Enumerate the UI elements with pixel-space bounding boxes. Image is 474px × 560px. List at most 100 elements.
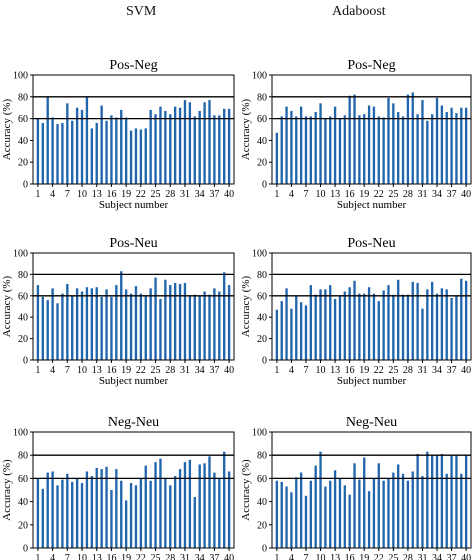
x-tick-label: 19 [121, 553, 131, 560]
bar-subject-11 [85, 96, 89, 184]
bar-subject-23 [382, 117, 385, 184]
bar-subject-15 [343, 291, 346, 360]
bar-subject-18 [120, 109, 123, 184]
bar-subject-3 [285, 288, 288, 360]
bar-subject-40 [227, 471, 231, 548]
bar-subject-20 [367, 491, 371, 548]
x-tick-label: 28 [403, 365, 413, 376]
x-tick-label: 34 [195, 553, 205, 560]
bar-subject-25 [154, 277, 157, 360]
x-tick-label: 37 [209, 365, 219, 376]
bar-subject-36 [445, 112, 448, 184]
x-tick-label: 13 [92, 553, 102, 560]
bar-subject-17 [115, 469, 118, 548]
bar-subject-20 [129, 483, 133, 548]
bar-subject-25 [392, 472, 395, 548]
y-tick-label: 40 [257, 497, 267, 508]
bar-subject-19 [124, 117, 128, 184]
bar-subject-29 [173, 106, 177, 184]
bar-subject-10 [319, 289, 322, 360]
x-tick-label: 40 [461, 553, 471, 560]
x-tick-label: 7 [303, 553, 308, 560]
bar-subject-9 [75, 478, 79, 548]
bar-subject-13 [95, 467, 98, 548]
x-tick-label: 1 [274, 189, 279, 200]
bar-subject-26 [159, 299, 162, 360]
y-axis-label: Accuracy (%) [1, 98, 13, 160]
y-tick-label: 40 [18, 313, 28, 324]
bar-subject-4 [290, 492, 293, 548]
bar-subject-2 [41, 296, 44, 360]
bar-subject-33 [431, 455, 434, 548]
bar-subject-36 [208, 294, 211, 360]
panel-svm-pos-neg: Pos-Neg 0 20 40 60 80 100 1 4 7 10 13 16 19 22 25 28 31 34… [1, 58, 235, 211]
x-tick-label: 1 [274, 553, 279, 560]
bar-subject-27 [164, 478, 167, 548]
y-tick-label: 20 [18, 334, 28, 345]
bar-subject-35 [440, 454, 444, 548]
bar-subject-20 [367, 287, 371, 360]
bar-subject-31 [421, 308, 424, 360]
x-tick-label: 1 [35, 189, 40, 200]
bar-subject-14 [100, 105, 103, 184]
bar-subject-9 [314, 112, 317, 184]
x-tick-label: 31 [180, 365, 190, 376]
bar-subject-35 [440, 105, 444, 184]
bar-subject-24 [149, 480, 152, 548]
x-tick-label: 7 [65, 189, 70, 200]
bar-subject-16 [110, 490, 113, 548]
y-tick-label: 100 [13, 71, 28, 82]
bar-subject-26 [397, 112, 400, 184]
bar-subject-39 [460, 107, 463, 184]
x-tick-label: 37 [447, 189, 457, 200]
bar-subject-30 [178, 284, 182, 360]
bar-subject-23 [144, 128, 147, 184]
bar-subject-16 [348, 494, 351, 548]
bar-subject-5 [56, 124, 59, 184]
y-tick-label: 40 [18, 136, 28, 147]
bar-subject-29 [411, 471, 414, 548]
bar-subject-33 [193, 496, 196, 548]
bar-subject-26 [159, 458, 162, 548]
x-tick-label: 1 [35, 365, 40, 376]
bar-subject-24 [149, 109, 152, 184]
bar-subject-14 [338, 478, 342, 548]
bar-subject-14 [100, 469, 103, 548]
bar-subject-38 [455, 295, 458, 360]
bar-subject-36 [208, 456, 211, 548]
x-tick-label: 4 [289, 553, 294, 560]
bar-subject-38 [455, 455, 458, 548]
bar-subject-15 [343, 115, 346, 184]
y-tick-label: 80 [257, 270, 267, 281]
x-tick-label: 22 [136, 365, 146, 376]
bar-subject-12 [329, 285, 332, 360]
x-tick-label: 13 [92, 365, 102, 376]
bar-subject-39 [223, 451, 226, 548]
bar-subject-2 [280, 481, 283, 548]
bar-subject-4 [51, 288, 54, 360]
bar-subject-12 [329, 480, 332, 548]
bar-subject-10 [80, 291, 84, 360]
bar-subject-2 [41, 488, 44, 548]
x-tick-label: 7 [303, 189, 308, 200]
y-tick-label: 100 [13, 249, 28, 260]
bar-subject-13 [333, 106, 337, 184]
y-tick-label: 0 [262, 356, 267, 367]
bar-subject-25 [392, 103, 395, 184]
axes-frame [32, 431, 235, 549]
bar-subject-11 [324, 486, 327, 548]
bar-subject-7 [304, 495, 308, 548]
y-tick-label: 60 [18, 474, 28, 485]
bar-subject-1 [36, 118, 40, 184]
panel-adaboost-pos-neu: Pos-Neu 0 20 40 60 80 100 1 4 7 10 13 16 19 22 25 28 31 34… [240, 236, 472, 387]
x-tick-label: 37 [447, 365, 457, 376]
bar-subject-38 [455, 113, 458, 184]
bar-subject-20 [129, 130, 133, 184]
x-tick-label: 16 [345, 365, 355, 376]
bar-subject-24 [149, 288, 152, 360]
axes-frame [271, 252, 472, 361]
axes-frame [32, 252, 235, 361]
bar-subject-14 [100, 296, 103, 360]
bar-subject-40 [464, 455, 468, 548]
bar-subject-15 [105, 289, 108, 360]
